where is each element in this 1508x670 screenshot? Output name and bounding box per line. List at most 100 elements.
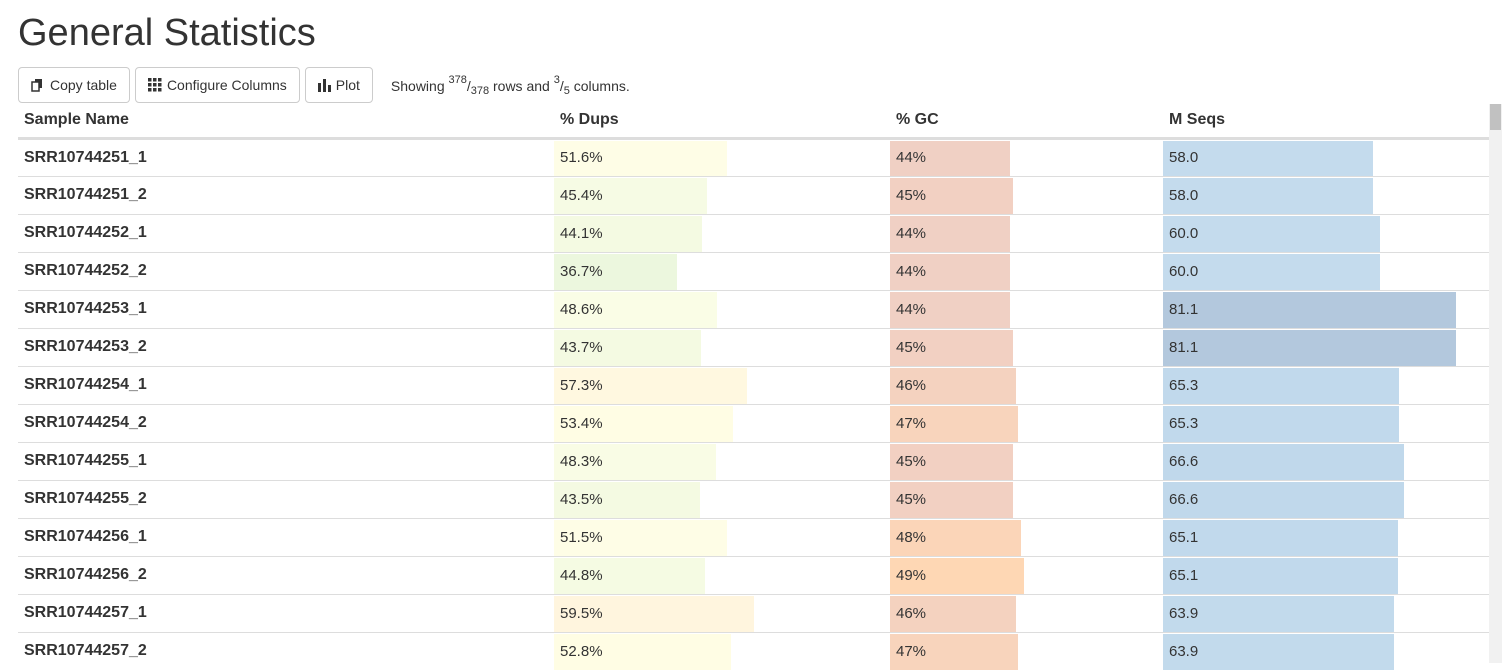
mseqs-cell: 65.1 — [1163, 556, 1489, 594]
sample-name-cell: SRR10744251_2 — [18, 176, 554, 214]
mseqs-cell-value: 63.9 — [1163, 643, 1198, 660]
bar-chart-icon — [318, 78, 331, 92]
configure-columns-button[interactable]: Configure Columns — [135, 67, 300, 103]
column-header-sample-name[interactable]: Sample Name — [18, 104, 554, 138]
grid-icon — [148, 78, 162, 92]
dups-cell-value: 53.4% — [554, 415, 603, 432]
mseqs-cell-value: 65.1 — [1163, 529, 1198, 546]
mseqs-cell: 81.1 — [1163, 290, 1489, 328]
dups-cell-value: 51.6% — [554, 149, 603, 166]
general-statistics-table: Sample Name % Dups % GC M Seqs SRR107442… — [18, 104, 1489, 670]
mseqs-cell-value: 60.0 — [1163, 225, 1198, 242]
sample-name-cell: SRR10744257_2 — [18, 632, 554, 670]
mseqs-cell: 60.0 — [1163, 214, 1489, 252]
mseqs-cell-value: 81.1 — [1163, 339, 1198, 356]
sample-name-cell: SRR10744255_2 — [18, 480, 554, 518]
dups-cell-value: 36.7% — [554, 263, 603, 280]
table-toolbar: Copy table Configure Columns Plot Showin… — [18, 67, 630, 103]
gc-cell: 44% — [890, 214, 1163, 252]
header-row: Sample Name % Dups % GC M Seqs — [18, 104, 1489, 138]
column-header-gc[interactable]: % GC — [890, 104, 1163, 138]
sample-name-cell: SRR10744256_2 — [18, 556, 554, 594]
dups-cell: 44.8% — [554, 556, 890, 594]
plot-button[interactable]: Plot — [305, 67, 373, 103]
mseqs-cell-value: 60.0 — [1163, 263, 1198, 280]
gc-cell: 44% — [890, 290, 1163, 328]
gc-cell-value: 45% — [890, 339, 926, 356]
sample-name-cell: SRR10744253_1 — [18, 290, 554, 328]
dups-cell-value: 43.7% — [554, 339, 603, 356]
gc-cell-value: 49% — [890, 567, 926, 584]
dups-cell: 36.7% — [554, 252, 890, 290]
scrollbar-thumb[interactable] — [1490, 104, 1501, 130]
dups-cell-value: 57.3% — [554, 377, 603, 394]
sample-name-cell: SRR10744251_1 — [18, 138, 554, 176]
mseqs-cell-value: 58.0 — [1163, 187, 1198, 204]
column-header-mseqs[interactable]: M Seqs — [1163, 104, 1489, 138]
sample-name-cell: SRR10744256_1 — [18, 518, 554, 556]
dups-cell-value: 48.3% — [554, 453, 603, 470]
gc-cell-value: 47% — [890, 643, 926, 660]
sample-name-cell: SRR10744255_1 — [18, 442, 554, 480]
mseqs-cell-value: 58.0 — [1163, 149, 1198, 166]
gc-cell-value: 44% — [890, 149, 926, 166]
gc-cell: 44% — [890, 138, 1163, 176]
gc-cell-value: 45% — [890, 491, 926, 508]
mseqs-cell-value: 66.6 — [1163, 491, 1198, 508]
gc-cell: 46% — [890, 594, 1163, 632]
dups-cell-value: 44.1% — [554, 225, 603, 242]
mseqs-cell: 66.6 — [1163, 480, 1489, 518]
gc-cell-value: 44% — [890, 225, 926, 242]
gc-cell-value: 44% — [890, 263, 926, 280]
plot-label: Plot — [336, 77, 360, 93]
gc-cell: 45% — [890, 480, 1163, 518]
dups-cell-value: 48.6% — [554, 301, 603, 318]
column-header-dups[interactable]: % Dups — [554, 104, 890, 138]
dups-cell: 44.1% — [554, 214, 890, 252]
rows-total: 378 — [471, 85, 489, 97]
sample-name-cell: SRR10744252_2 — [18, 252, 554, 290]
copy-table-button[interactable]: Copy table — [18, 67, 130, 103]
mseqs-cell: 63.9 — [1163, 632, 1489, 670]
showing-counts: Showing 378/378 rows and 3/5 columns. — [391, 74, 630, 97]
gc-cell-value: 48% — [890, 529, 926, 546]
mseqs-bar — [1163, 444, 1404, 480]
sample-name-cell: SRR10744252_1 — [18, 214, 554, 252]
copy-table-label: Copy table — [50, 77, 117, 93]
dups-cell: 48.3% — [554, 442, 890, 480]
configure-columns-label: Configure Columns — [167, 77, 287, 93]
dups-cell: 52.8% — [554, 632, 890, 670]
gc-cell: 48% — [890, 518, 1163, 556]
mseqs-cell: 66.6 — [1163, 442, 1489, 480]
cols-word: columns. — [570, 78, 630, 94]
gc-cell: 46% — [890, 366, 1163, 404]
mseqs-cell-value: 66.6 — [1163, 453, 1198, 470]
scrollbar-track[interactable] — [1489, 104, 1502, 663]
mseqs-cell-value: 81.1 — [1163, 301, 1198, 318]
cols-shown: 3 — [554, 74, 560, 86]
mseqs-cell-value: 65.1 — [1163, 567, 1198, 584]
mseqs-cell: 65.1 — [1163, 518, 1489, 556]
gc-cell-value: 44% — [890, 301, 926, 318]
dups-cell: 53.4% — [554, 404, 890, 442]
dups-cell: 45.4% — [554, 176, 890, 214]
sample-name-cell: SRR10744257_1 — [18, 594, 554, 632]
dups-cell-value: 45.4% — [554, 187, 603, 204]
dups-cell-value: 44.8% — [554, 567, 603, 584]
gc-cell: 47% — [890, 632, 1163, 670]
mseqs-cell: 58.0 — [1163, 176, 1489, 214]
mseqs-bar — [1163, 520, 1398, 556]
mseqs-bar — [1163, 558, 1398, 594]
gc-cell: 45% — [890, 328, 1163, 366]
sample-name-cell: SRR10744253_2 — [18, 328, 554, 366]
dups-cell: 43.7% — [554, 328, 890, 366]
sample-name-cell: SRR10744254_1 — [18, 366, 554, 404]
